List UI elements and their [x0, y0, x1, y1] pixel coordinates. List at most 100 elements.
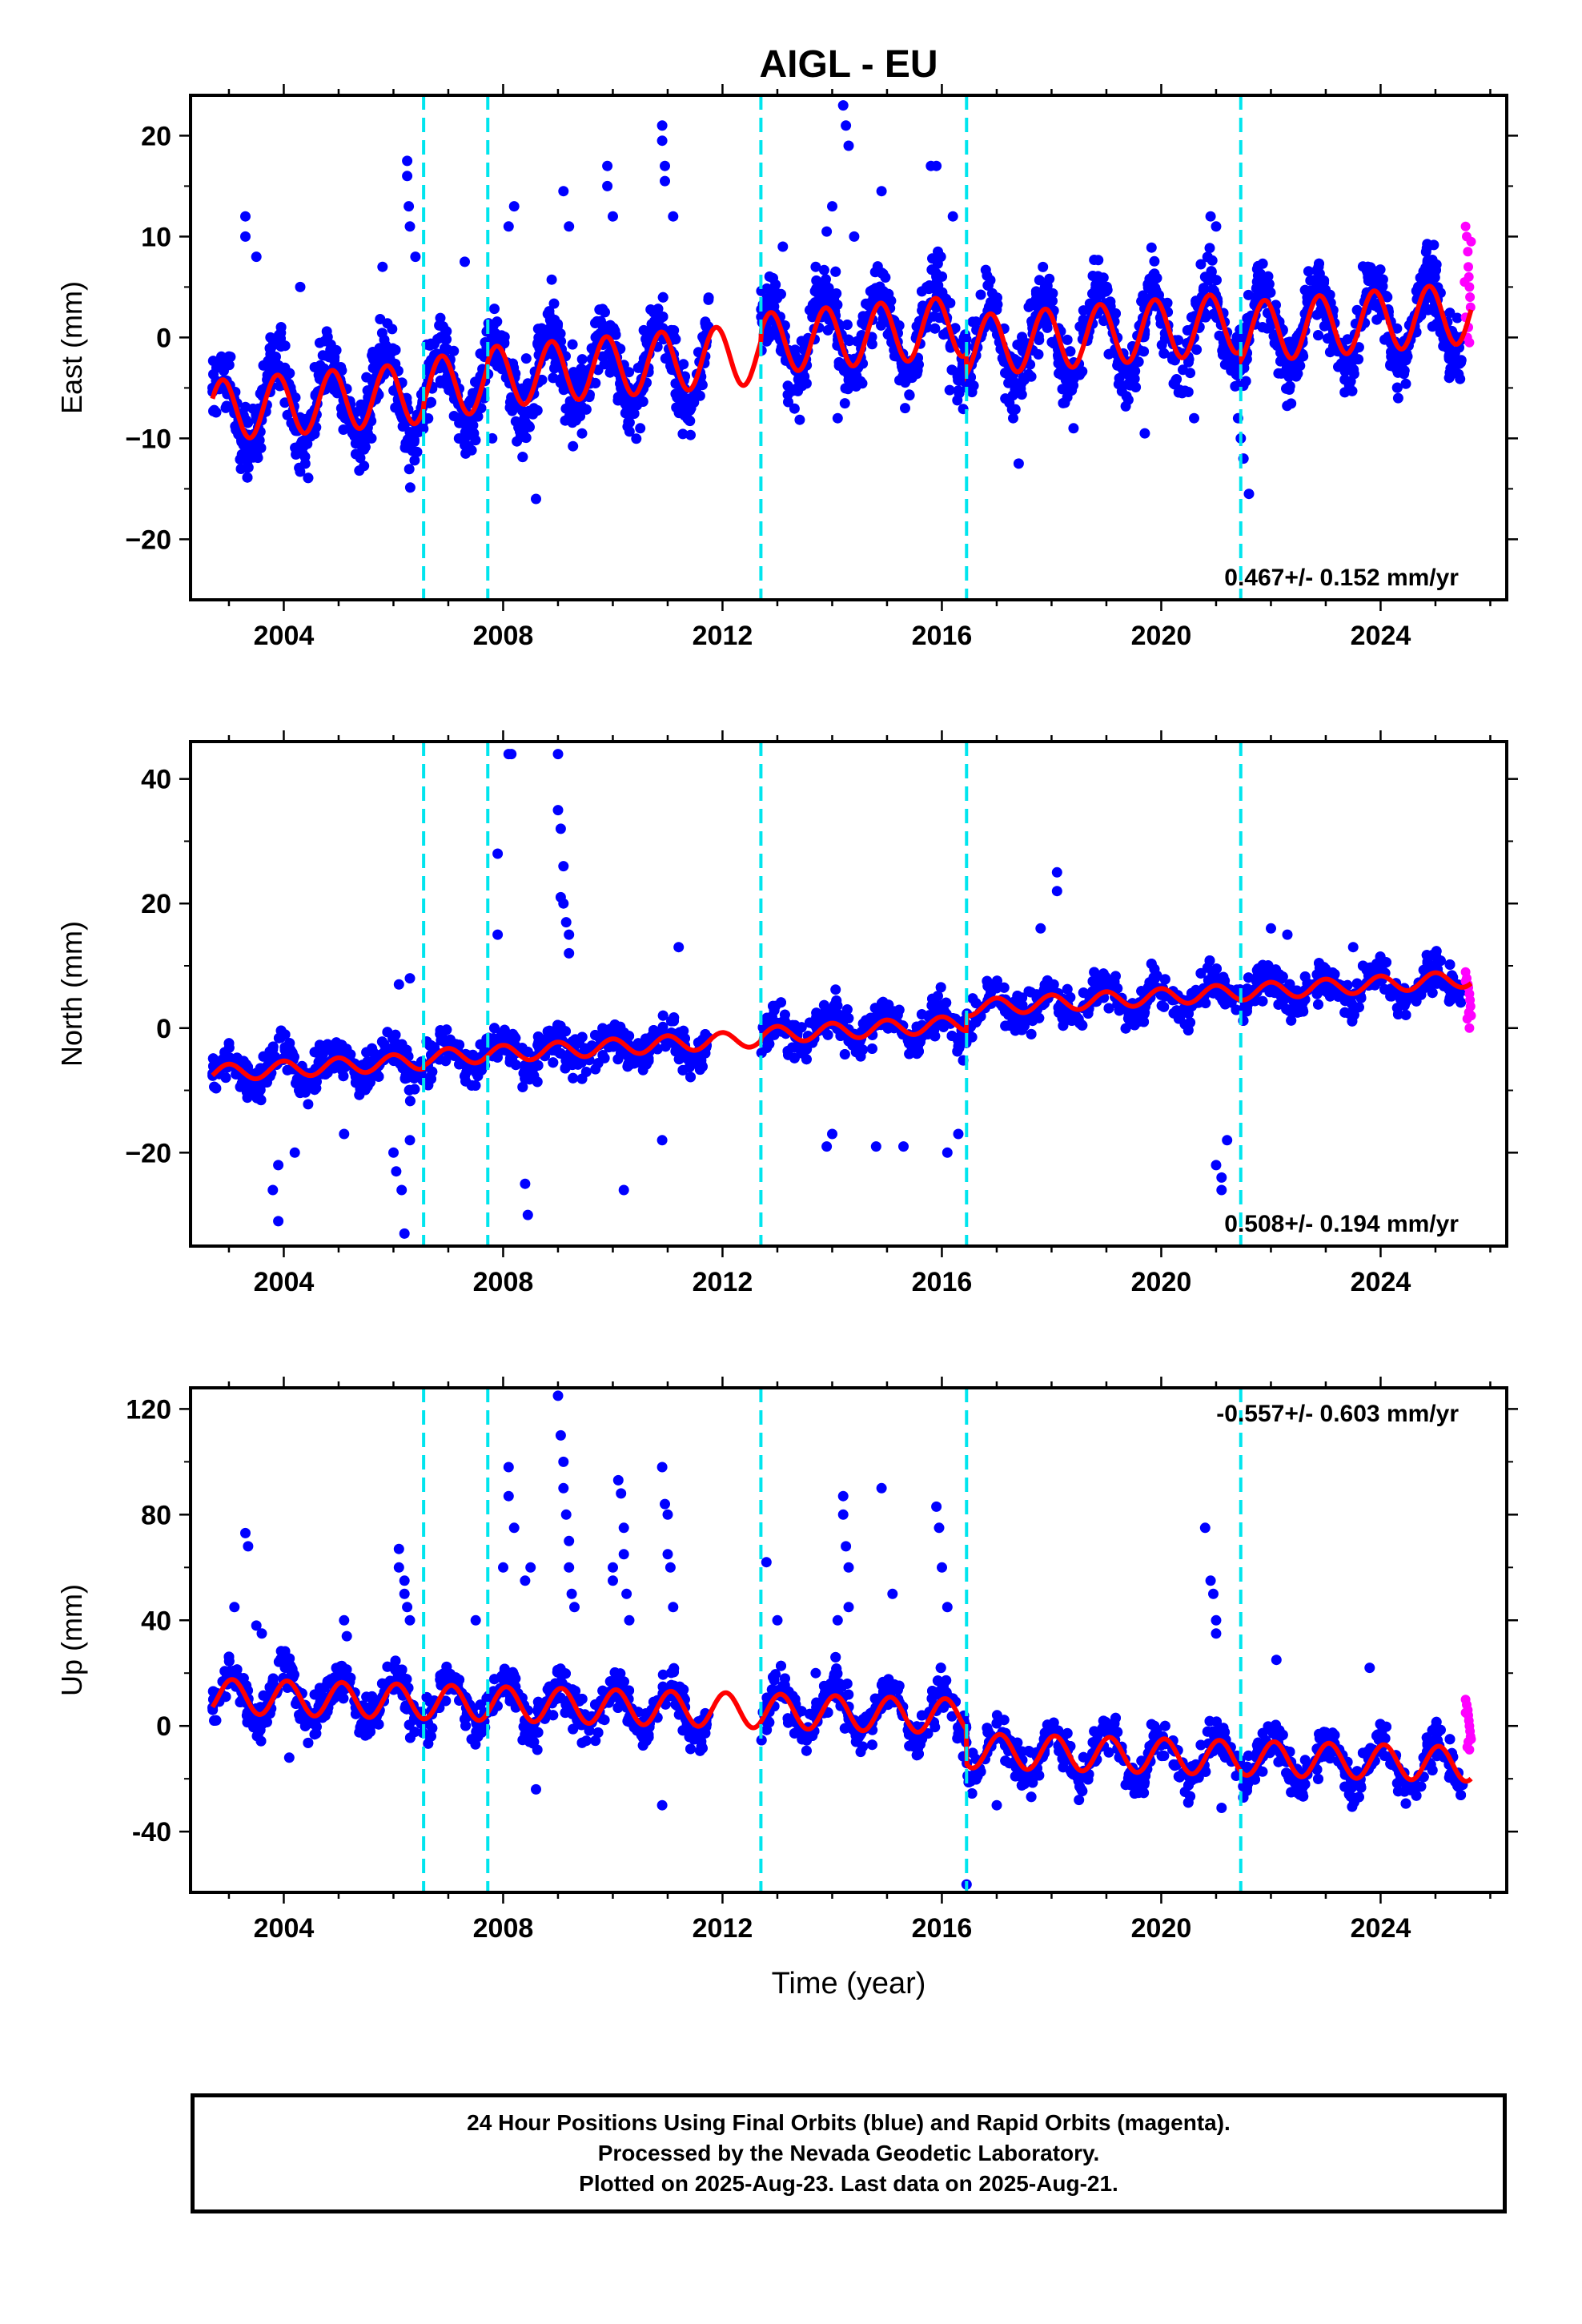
final-orbit-point: [576, 1073, 588, 1084]
final-orbit-point: [1231, 368, 1242, 380]
final-orbit-point: [685, 403, 697, 414]
final-orbit-point: [666, 324, 677, 336]
final-orbit-outlier-point: [660, 160, 670, 171]
final-orbit-outlier-point: [821, 226, 833, 237]
final-orbit-point: [657, 312, 669, 322]
final-orbit-outlier-point: [608, 211, 618, 222]
final-orbit-point: [295, 466, 306, 477]
final-orbit-point: [464, 396, 476, 407]
final-orbit-point: [685, 429, 696, 440]
final-orbit-point: [1363, 267, 1375, 279]
final-orbit-outlier-point: [777, 241, 789, 252]
final-orbit-point: [830, 984, 841, 995]
final-orbit-point: [1016, 378, 1026, 389]
final-orbit-point: [597, 304, 608, 315]
final-orbit-point: [209, 1081, 220, 1092]
final-orbit-point: [1431, 264, 1441, 275]
final-orbit-point: [696, 378, 707, 389]
final-orbit-outlier-point: [947, 211, 958, 222]
final-orbit-point: [235, 454, 246, 465]
final-orbit-outlier-point: [460, 256, 470, 267]
final-orbit-point: [1391, 382, 1403, 393]
rapid-orbit-point: [1460, 221, 1471, 231]
final-orbit-point: [677, 396, 687, 408]
final-orbit-point: [1243, 289, 1254, 300]
final-orbit-point: [329, 352, 340, 363]
final-orbit-point: [1169, 379, 1180, 390]
final-orbit-point: [1042, 322, 1053, 333]
final-orbit-point: [291, 442, 303, 453]
final-orbit-point: [437, 332, 448, 344]
final-orbit-point: [1372, 269, 1383, 280]
final-orbit-point: [489, 304, 500, 315]
final-orbit-point: [1444, 959, 1456, 970]
final-orbit-point: [830, 266, 841, 277]
rapid-orbit-point: [1464, 262, 1473, 272]
final-orbit-point: [1257, 322, 1268, 333]
final-orbit-point: [1347, 385, 1358, 396]
final-orbit-outlier-point: [503, 221, 514, 232]
final-orbit-point: [1315, 304, 1327, 316]
final-orbit-point: [1328, 341, 1339, 352]
final-orbit-point: [1039, 314, 1050, 325]
final-orbit-point: [954, 372, 964, 383]
final-orbit-point: [637, 396, 648, 407]
final-orbit-point: [1427, 987, 1438, 999]
final-orbit-outlier-point: [1068, 423, 1079, 434]
final-orbit-point: [546, 274, 557, 285]
final-orbit-point: [1311, 275, 1323, 286]
final-orbit-point: [1120, 400, 1131, 412]
final-orbit-outlier-point: [240, 211, 251, 222]
final-orbit-point: [1173, 387, 1184, 398]
final-orbit-point: [379, 334, 390, 345]
final-orbit-point: [1282, 362, 1292, 373]
final-orbit-point: [1087, 288, 1098, 300]
final-orbit-point: [568, 440, 579, 452]
final-orbit-point: [554, 375, 565, 386]
final-orbit-point: [544, 309, 555, 320]
rapid-orbit-point: [1464, 337, 1475, 348]
final-orbit-point: [1281, 383, 1292, 394]
final-orbit-point: [1286, 398, 1297, 409]
final-orbit-point: [404, 464, 415, 475]
final-orbit-outlier-point: [656, 135, 668, 147]
final-orbit-point: [1444, 345, 1456, 356]
final-orbit-point: [1351, 304, 1363, 316]
final-orbit-outlier-point: [1211, 221, 1222, 232]
final-orbit-outlier-point: [1189, 412, 1199, 424]
final-orbit-point: [586, 343, 597, 354]
final-orbit-outlier-point: [1013, 458, 1024, 469]
final-orbit-point: [1195, 259, 1207, 270]
final-orbit-outlier-point: [810, 261, 821, 272]
final-orbit-point: [991, 292, 1002, 304]
final-orbit-point: [1436, 327, 1447, 337]
final-orbit-point: [1263, 279, 1275, 290]
final-orbit-point: [236, 436, 247, 448]
final-orbit-point: [1002, 368, 1014, 380]
final-orbit-point: [317, 350, 328, 361]
final-orbit-point: [435, 312, 446, 324]
final-orbit-point: [953, 385, 964, 396]
x-tick-label: 2008: [473, 621, 534, 651]
final-orbit-point: [1150, 271, 1161, 283]
final-orbit-point: [568, 402, 579, 413]
final-orbit-outlier-point: [404, 221, 416, 232]
rapid-orbit-point: [1460, 277, 1470, 287]
final-orbit-point: [1253, 260, 1263, 271]
final-orbit-point: [843, 334, 854, 345]
final-orbit-point: [604, 320, 616, 331]
final-orbit-point: [390, 344, 401, 356]
final-orbit-point: [763, 328, 774, 340]
final-orbit-point: [1427, 255, 1438, 265]
final-orbit-point: [211, 407, 222, 418]
final-orbit-point: [1299, 284, 1311, 296]
final-orbit-outlier-point: [602, 180, 613, 191]
final-orbit-point: [926, 264, 938, 275]
final-orbit-point: [282, 409, 293, 420]
final-orbit-outlier-point: [841, 120, 852, 131]
final-orbit-point: [437, 321, 448, 332]
final-orbit-outlier-point: [487, 432, 498, 444]
final-orbit-point: [361, 372, 372, 383]
final-orbit-point: [1198, 284, 1209, 296]
final-orbit-point: [388, 385, 400, 396]
